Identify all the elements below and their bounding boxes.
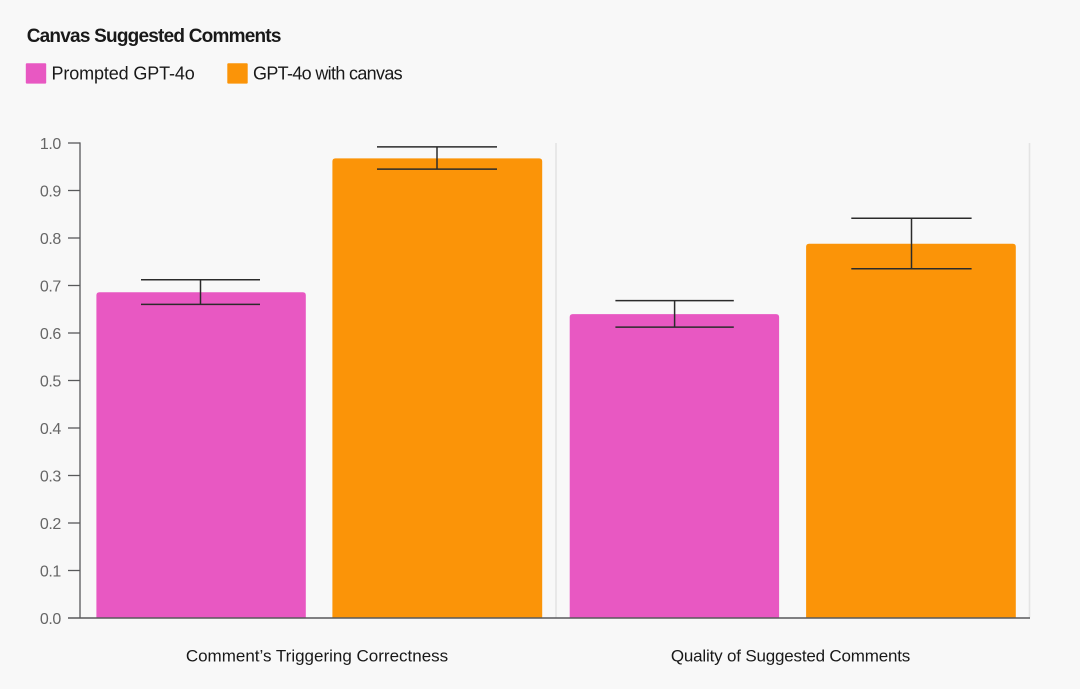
svg-text:0.0: 0.0 bbox=[40, 611, 61, 628]
svg-text:0.9: 0.9 bbox=[40, 184, 61, 201]
svg-text:0.2: 0.2 bbox=[40, 516, 61, 533]
svg-text:0.4: 0.4 bbox=[40, 421, 61, 438]
svg-text:GPT-4o with canvas: GPT-4o with canvas bbox=[253, 63, 403, 83]
svg-text:0.8: 0.8 bbox=[40, 231, 61, 248]
svg-text:Canvas Suggested Comments: Canvas Suggested Comments bbox=[27, 26, 281, 47]
svg-text:Comment’s Triggering Correctne: Comment’s Triggering Correctness bbox=[186, 646, 448, 665]
svg-text:1.0: 1.0 bbox=[40, 136, 61, 153]
svg-text:Quality of Suggested Comments: Quality of Suggested Comments bbox=[671, 646, 910, 665]
svg-text:0.6: 0.6 bbox=[40, 326, 61, 343]
svg-text:Prompted GPT-4o: Prompted GPT-4o bbox=[52, 63, 195, 83]
svg-text:0.3: 0.3 bbox=[40, 469, 61, 486]
svg-text:0.5: 0.5 bbox=[40, 374, 61, 391]
svg-text:0.1: 0.1 bbox=[40, 564, 61, 581]
svg-text:0.7: 0.7 bbox=[40, 279, 61, 296]
